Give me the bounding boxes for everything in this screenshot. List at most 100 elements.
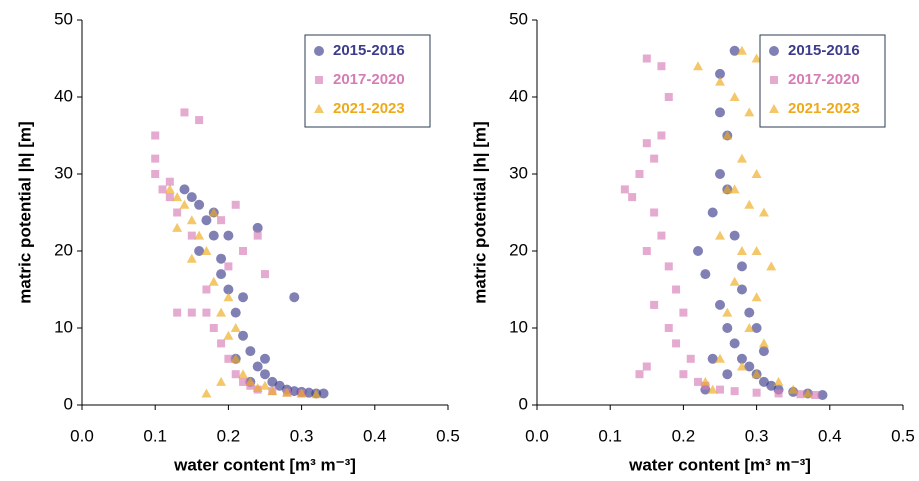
legend-marker (314, 46, 324, 56)
point (642, 362, 651, 371)
point (715, 299, 725, 310)
point (788, 384, 799, 394)
x-axis-title: water content [m³ m⁻³] (173, 455, 356, 474)
point (216, 376, 227, 386)
point (187, 308, 196, 317)
point (758, 346, 769, 357)
point (650, 300, 659, 309)
point (758, 207, 769, 217)
point (164, 184, 175, 194)
point (707, 207, 718, 218)
point (202, 285, 211, 294)
point (716, 385, 724, 394)
point (202, 308, 211, 317)
point (260, 380, 270, 390)
point (216, 269, 227, 280)
point (628, 193, 637, 202)
point (217, 339, 226, 348)
point (194, 230, 205, 240)
point (744, 107, 755, 117)
point (223, 292, 234, 302)
point (722, 369, 733, 380)
legend: 2015-2016 2017-2020 2021-2023 (759, 34, 886, 128)
point (657, 131, 666, 140)
x-tick-label: 0.4 (818, 426, 842, 445)
legend-marker (315, 76, 323, 84)
point (715, 230, 725, 240)
point (151, 131, 160, 140)
point (239, 247, 248, 255)
point (751, 323, 762, 333)
point (736, 361, 747, 371)
point (686, 354, 695, 363)
point (201, 246, 212, 255)
point (252, 361, 263, 372)
point (729, 338, 740, 349)
point (722, 323, 733, 333)
point (172, 222, 183, 232)
point (260, 353, 270, 364)
legend-marker (314, 104, 324, 113)
point (657, 231, 666, 240)
x-tick-label: 0.0 (70, 426, 94, 445)
point (187, 231, 196, 240)
x-tick-label: 0.2 (672, 426, 696, 445)
y-tick-label: 50 (509, 9, 528, 28)
y-tick-label: 0 (64, 394, 73, 413)
point (165, 193, 174, 202)
point (679, 308, 688, 317)
point (231, 200, 240, 209)
point (729, 276, 740, 286)
point (758, 376, 769, 387)
point (693, 246, 704, 256)
point (186, 253, 197, 263)
point (642, 139, 651, 148)
point (751, 53, 762, 63)
point (642, 247, 651, 255)
x-tick-label: 0.5 (891, 426, 915, 445)
point (693, 61, 704, 71)
legend-marker (769, 46, 779, 56)
point (223, 284, 234, 295)
point (261, 270, 269, 279)
point (224, 262, 233, 271)
point (231, 370, 240, 379)
point (252, 383, 263, 393)
point (707, 353, 718, 364)
y-tick-label: 10 (509, 317, 528, 336)
point (700, 269, 711, 280)
point (729, 45, 740, 56)
point (238, 369, 249, 379)
point (201, 215, 212, 226)
legend-label: 2015-2016 (788, 42, 860, 59)
point (238, 292, 249, 303)
point (245, 376, 256, 386)
x-tick-label: 0.3 (745, 426, 769, 445)
point (736, 284, 747, 295)
point (722, 130, 733, 140)
point (217, 216, 226, 225)
y-tick-label: 30 (509, 163, 528, 182)
point (751, 246, 762, 255)
y-tick-label: 40 (54, 86, 73, 105)
point (729, 184, 740, 194)
point (707, 384, 718, 394)
legend-marker (769, 104, 779, 113)
y-tick-label: 20 (509, 240, 528, 259)
y-tick-label: 10 (54, 317, 73, 336)
point (773, 376, 784, 386)
point (223, 330, 234, 340)
point (223, 230, 234, 241)
point (751, 292, 762, 302)
point (238, 330, 249, 341)
point (179, 184, 190, 195)
point (657, 62, 666, 71)
point (766, 261, 777, 271)
point (664, 93, 673, 101)
point (620, 185, 629, 194)
point (208, 276, 219, 286)
legend: 2015-2016 2017-2020 2021-2023 (304, 34, 431, 128)
x-tick-label: 0.5 (436, 426, 460, 445)
point (736, 261, 747, 272)
